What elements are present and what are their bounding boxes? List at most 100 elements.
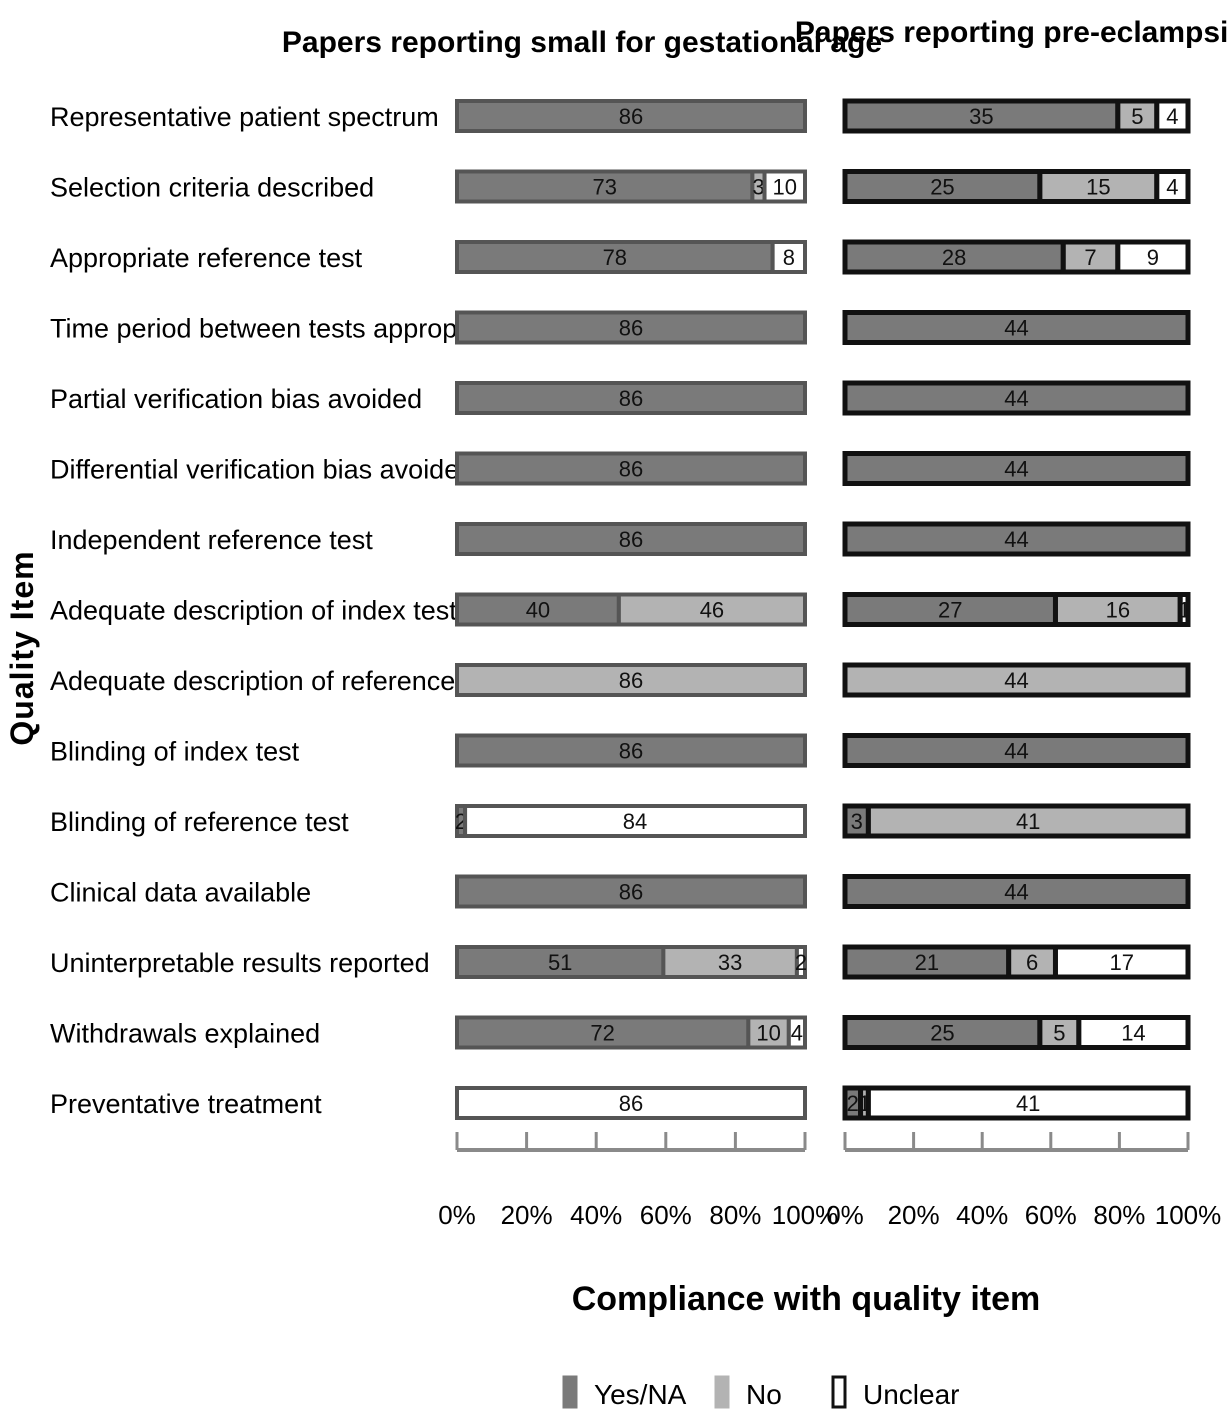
data-label: 10: [756, 1021, 780, 1046]
legend: Yes/NA No Unclear: [562, 1375, 959, 1410]
x-tick-label: 0%: [826, 1200, 864, 1230]
category-label: Blinding of index test: [50, 737, 300, 767]
data-label: 44: [1004, 880, 1028, 905]
bar-segment: [455, 381, 807, 415]
bar-segment: [1154, 98, 1191, 134]
panel-title: Papers reporting small for gestational a…: [282, 26, 882, 59]
category-label: Clinical data available: [50, 878, 311, 908]
x-axis-label: Compliance with quality item: [572, 1280, 1041, 1318]
category-label: Blinding of reference test: [50, 807, 349, 837]
bar-segment: [770, 240, 808, 274]
data-label: 2: [847, 1091, 859, 1116]
data-label: 44: [1004, 386, 1028, 411]
data-label: 25: [930, 175, 954, 200]
category-label: Withdrawals explained: [50, 1019, 320, 1049]
bar-segment: [455, 99, 807, 133]
x-tick-label: 100%: [1155, 1200, 1222, 1230]
bar-segment: [794, 945, 808, 979]
x-tick-label: 100%: [772, 1200, 839, 1230]
bar-segment: [865, 803, 1191, 839]
bar-segment: [842, 239, 1066, 275]
data-label: 84: [623, 809, 647, 834]
data-label: 86: [619, 739, 643, 764]
category-label: Uninterpretable results reported: [50, 948, 430, 978]
data-label: 15: [1086, 175, 1110, 200]
data-label: 46: [700, 598, 724, 623]
bar-segment: [762, 169, 808, 204]
data-label: 4: [1166, 104, 1178, 129]
data-label: 78: [603, 245, 627, 270]
bar-segment: [1052, 592, 1183, 627]
x-tick-label: 20%: [501, 1200, 553, 1230]
data-label: 5: [1131, 104, 1143, 129]
category-label: Appropriate reference test: [50, 243, 363, 273]
data-label: 86: [619, 386, 643, 411]
bar-segment: [455, 451, 807, 486]
data-label: 9: [1147, 245, 1159, 270]
bar-segment: [786, 1015, 808, 1050]
legend-swatch: [831, 1375, 847, 1409]
data-label: 4: [791, 1021, 803, 1046]
bar-segment: [1037, 169, 1160, 204]
x-tick-label: 80%: [1093, 1200, 1145, 1230]
bar-segment: [1115, 239, 1191, 275]
bar-segment: [455, 169, 755, 204]
data-label: 41: [1016, 809, 1040, 834]
data-label: 72: [590, 1021, 614, 1046]
legend-swatch: [562, 1375, 578, 1409]
bar-segment: [455, 733, 807, 768]
bar-segment: [616, 592, 808, 627]
bar-segment: [842, 733, 1191, 768]
data-label: 17: [1109, 950, 1133, 975]
y-axis-label: Quality Item: [4, 550, 40, 745]
data-label: 10: [773, 175, 797, 200]
panel-title: Papers reporting pre-eclampsia: [795, 16, 1229, 49]
bar-segment: [1154, 169, 1191, 204]
data-label: 51: [548, 950, 572, 975]
data-label: 44: [1004, 668, 1028, 693]
bar-segment: [865, 1085, 1191, 1121]
x-tick-label: 0%: [438, 1200, 476, 1230]
bar-segment: [455, 310, 807, 345]
data-label: 3: [851, 809, 863, 834]
data-label: 25: [930, 1021, 954, 1046]
data-label: 28: [942, 245, 966, 270]
data-label: 1: [1178, 598, 1190, 623]
bar-segment: [463, 804, 807, 838]
category-label: Preventative treatment: [50, 1089, 322, 1119]
bar-segment: [455, 1086, 807, 1120]
x-tick-label: 20%: [888, 1200, 940, 1230]
data-label: 21: [915, 950, 939, 975]
bar-segment: [455, 522, 807, 556]
data-label: 16: [1106, 598, 1130, 623]
category-label: Partial verification bias avoided: [50, 384, 422, 414]
category-label: Adequate description of reference test: [50, 666, 507, 696]
category-label: Independent reference test: [50, 525, 373, 555]
legend-label: Yes/NA: [594, 1379, 687, 1410]
bar-segment: [842, 874, 1191, 909]
bar-segment: [455, 663, 807, 697]
data-label: 33: [718, 950, 742, 975]
category-label: Representative patient spectrum: [50, 102, 439, 132]
bar-segment: [455, 592, 621, 627]
data-label: 35: [969, 104, 993, 129]
bar-segment: [1177, 592, 1191, 627]
x-tick-label: 60%: [1025, 1200, 1077, 1230]
category-label: Selection criteria described: [50, 173, 374, 203]
data-label: 44: [1004, 527, 1028, 552]
data-label: 86: [619, 104, 643, 129]
data-label: 86: [619, 527, 643, 552]
data-label: 44: [1004, 457, 1028, 482]
data-label: 86: [619, 1091, 643, 1116]
legend-label: No: [746, 1379, 782, 1410]
category-label: Differential verification bias avoided: [50, 455, 474, 485]
bar-segment: [842, 662, 1191, 698]
data-label: 2: [795, 950, 807, 975]
bar-segment: [842, 310, 1191, 345]
bar-segment: [842, 1015, 1043, 1050]
bar-segment: [1076, 1015, 1191, 1050]
data-label: 4: [1166, 175, 1178, 200]
bar-segment: [842, 592, 1058, 627]
bar-segment: [842, 521, 1191, 557]
